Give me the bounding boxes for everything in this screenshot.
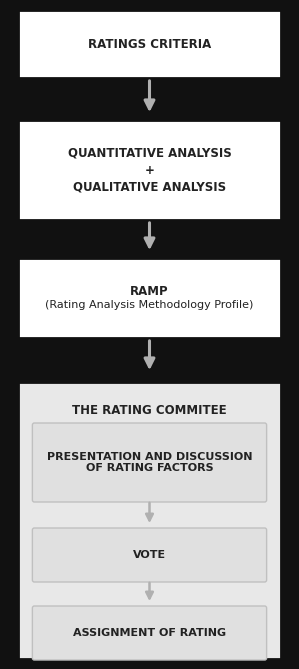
Text: RAMP: RAMP [130,285,169,298]
Text: (Rating Analysis Methodology Profile): (Rating Analysis Methodology Profile) [45,300,254,310]
Bar [18,258,281,338]
Bar [18,382,281,659]
FancyBboxPatch shape [32,423,267,502]
Text: QUANTITATIVE ANALYSIS
+
QUALITATIVE ANALYSIS: QUANTITATIVE ANALYSIS + QUALITATIVE ANAL… [68,147,231,193]
Text: VOTE: VOTE [133,550,166,560]
Text: ASSIGNMENT OF RATING: ASSIGNMENT OF RATING [73,628,226,638]
Text: PRESENTATION AND DISCUSSION
OF RATING FACTORS: PRESENTATION AND DISCUSSION OF RATING FA… [47,452,252,473]
FancyBboxPatch shape [32,606,267,660]
Text: RATINGS CRITERIA: RATINGS CRITERIA [88,37,211,50]
FancyBboxPatch shape [32,528,267,582]
Bar [18,120,281,220]
Bar [18,10,281,78]
Text: THE RATING COMMITEE: THE RATING COMMITEE [72,404,227,417]
